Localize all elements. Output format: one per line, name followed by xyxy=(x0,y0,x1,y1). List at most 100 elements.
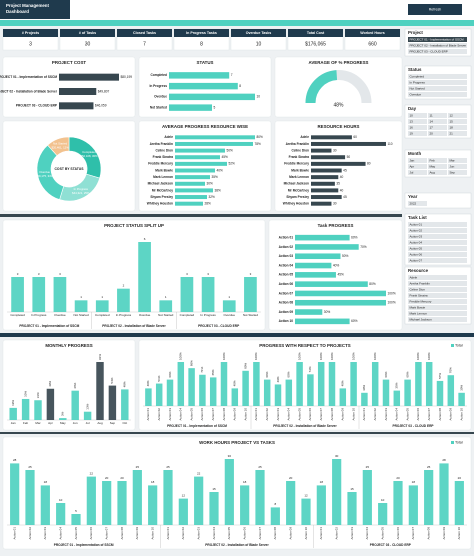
value-label: 30% xyxy=(324,310,331,314)
slicer-item[interactable] xyxy=(408,281,467,286)
slicer-item[interactable] xyxy=(408,131,427,136)
slicer-item[interactable] xyxy=(408,113,427,118)
value-label: 49% xyxy=(48,380,52,386)
slicer-item[interactable] xyxy=(408,305,467,310)
slicer-item[interactable] xyxy=(408,164,427,169)
category-label: Mark Bowie xyxy=(291,168,309,172)
slicer-item-label: Completed xyxy=(410,74,425,78)
chart-title: MONTHLY PROGRESS xyxy=(45,343,92,348)
category-label: Mr McCartney xyxy=(152,188,173,192)
value-label: 40% xyxy=(217,168,224,172)
slicer-item[interactable] xyxy=(408,258,467,263)
value-label: 45 xyxy=(343,168,347,172)
bar xyxy=(316,485,326,525)
slicer-item[interactable] xyxy=(408,275,467,280)
slicer-item[interactable] xyxy=(448,125,467,130)
slicer-item[interactable] xyxy=(408,287,467,292)
value-label: 45 xyxy=(343,195,347,199)
slicer-item[interactable] xyxy=(428,170,447,175)
slicer-item-label: 16 xyxy=(410,125,414,129)
bar xyxy=(311,188,339,193)
bar xyxy=(328,362,336,406)
category-label: Celine Dion xyxy=(291,148,309,152)
slicer-item[interactable] xyxy=(408,74,467,79)
slicer-item[interactable] xyxy=(408,317,467,322)
slicer-item-label: Sep xyxy=(450,170,456,174)
category-label: Aug xyxy=(97,421,103,425)
value-label: 40% xyxy=(233,380,237,386)
slicer-item[interactable] xyxy=(408,37,467,42)
value-label: 28 xyxy=(442,458,446,462)
slicer-item[interactable] xyxy=(408,311,467,316)
kpi-header xyxy=(60,29,115,37)
value-label: 10 xyxy=(257,95,261,99)
slicer-item[interactable] xyxy=(448,170,467,175)
slicer-item[interactable] xyxy=(408,222,467,227)
slice-label: Completed xyxy=(82,150,96,154)
category-label: Action 09 xyxy=(135,527,139,540)
bar xyxy=(242,370,249,406)
value-label: 80% xyxy=(243,362,247,368)
slicer-item-label: May xyxy=(430,164,436,168)
slicer-item[interactable] xyxy=(428,113,447,118)
donut-slice xyxy=(47,136,70,157)
value-label: 30% xyxy=(459,384,463,390)
bar xyxy=(32,277,46,312)
refresh-button[interactable] xyxy=(408,4,462,15)
slicer-item[interactable] xyxy=(408,125,427,130)
slicer-item[interactable] xyxy=(448,119,467,124)
slicer-item[interactable] xyxy=(428,164,447,169)
bar xyxy=(253,362,260,406)
bar xyxy=(188,368,195,406)
slicer-item[interactable] xyxy=(408,170,427,175)
slicer-item[interactable] xyxy=(428,158,447,163)
slicer-item[interactable] xyxy=(408,246,467,251)
slicer-item[interactable] xyxy=(428,125,447,130)
slicer-item[interactable] xyxy=(408,240,467,245)
category-label: PROJECT 03 - CLOUD ERP xyxy=(16,104,58,108)
value-label: 45% xyxy=(222,155,229,159)
bar xyxy=(240,485,250,525)
slicer-item[interactable] xyxy=(448,164,467,169)
slicer-item[interactable] xyxy=(428,131,447,136)
slicer-item-label: Aug xyxy=(430,170,436,174)
slicer-item[interactable] xyxy=(408,299,467,304)
category-label: Action 01 xyxy=(319,527,323,540)
bar xyxy=(263,379,271,406)
slicer-item[interactable] xyxy=(408,228,467,233)
category-label: Action 09 xyxy=(449,408,453,421)
value-label: 60% xyxy=(384,371,388,377)
slicer-item[interactable] xyxy=(428,119,447,124)
category-label: Freddie Mercury xyxy=(148,162,173,166)
slicer-item[interactable] xyxy=(448,113,467,118)
slicer-item[interactable] xyxy=(408,49,467,54)
category-label: Frank Sinatra xyxy=(153,155,174,159)
value-label: 18 xyxy=(320,480,324,484)
slicer-item-label: 2022 xyxy=(410,201,417,205)
bar xyxy=(295,234,350,241)
group-label: PROJECT 03 - CLOUD ERP xyxy=(392,424,434,428)
slicer-item[interactable] xyxy=(408,158,427,163)
bar xyxy=(117,481,127,525)
slicer-item[interactable] xyxy=(408,43,467,48)
slicer-item[interactable] xyxy=(408,92,467,97)
slicer-item[interactable] xyxy=(408,80,467,85)
slicer-item[interactable] xyxy=(408,201,427,206)
bar xyxy=(59,73,119,81)
slicer-item[interactable] xyxy=(408,86,467,91)
slicer-item[interactable] xyxy=(408,234,467,239)
kpi-label: In Progress Tasks xyxy=(186,31,217,35)
category-label: Action 02 xyxy=(265,408,269,421)
slicer-item[interactable] xyxy=(408,252,467,257)
value-label: 31% xyxy=(36,392,40,398)
category-label: Freddie Mercury xyxy=(284,162,309,166)
bar xyxy=(311,161,366,166)
slicer-item[interactable] xyxy=(408,293,467,298)
category-label: Action 07 xyxy=(211,408,215,421)
slicer-item[interactable] xyxy=(408,119,427,124)
slicer-item[interactable] xyxy=(448,158,467,163)
category-label: Action 05 xyxy=(227,527,231,540)
slicer-item[interactable] xyxy=(448,131,467,136)
bar xyxy=(74,300,88,312)
